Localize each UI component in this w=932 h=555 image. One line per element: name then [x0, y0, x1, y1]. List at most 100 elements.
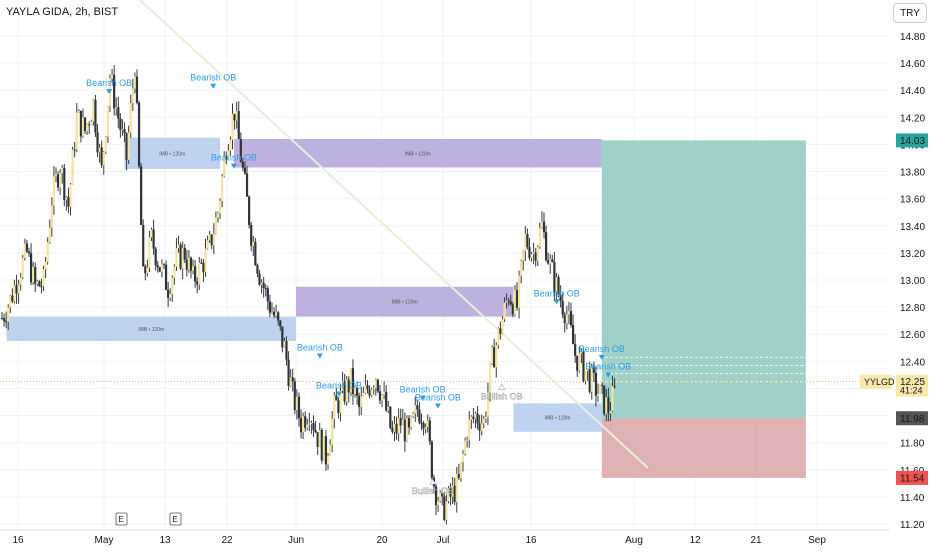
candle-body [520, 260, 523, 276]
candle-body [94, 100, 97, 133]
candle-body [451, 485, 454, 497]
candle-body [295, 396, 298, 411]
candle-body [613, 386, 616, 388]
time-axis-background [0, 530, 890, 550]
ob-marker-arrow [336, 391, 342, 397]
candle-body [358, 395, 361, 407]
countdown-label: 41:24 [900, 386, 923, 396]
zone-imb-blue [124, 137, 221, 169]
candle-body [596, 394, 600, 396]
candle-body [393, 423, 396, 432]
earnings-marker[interactable] [169, 512, 182, 526]
trend-line[interactable] [139, 0, 649, 469]
candle-body [102, 152, 105, 166]
imbalance-label: IMB • 120m [138, 327, 164, 333]
price-label-value: 14.03 [900, 136, 925, 147]
candle-body [337, 400, 340, 414]
candle-body [133, 76, 137, 89]
ob-annotation-label: Bearish OB [86, 78, 132, 88]
candle-body [370, 389, 373, 396]
candle-body [482, 418, 485, 424]
candle-body [73, 149, 76, 151]
candle-body [457, 473, 460, 479]
candle-body [601, 384, 604, 386]
candle-body [164, 264, 168, 290]
candle-body [312, 423, 315, 431]
time-tick-label: 16 [525, 535, 537, 546]
candle-body [254, 241, 257, 266]
candle-body [208, 234, 211, 241]
candle-body [426, 420, 429, 427]
candle-body [110, 74, 114, 79]
candle-body [86, 124, 89, 132]
candle-body [578, 353, 581, 371]
candle-body [366, 384, 369, 390]
candle-body [528, 247, 531, 259]
time-tick-label: 22 [221, 535, 233, 546]
candle-body [11, 295, 14, 302]
candle-body [526, 233, 529, 248]
ob-marker-arrow [316, 353, 323, 359]
currency-button[interactable]: TRY [893, 3, 927, 23]
ob-annotation-label: Bearish OB [534, 288, 580, 298]
candle-body [461, 453, 465, 463]
price-label-box [896, 374, 928, 397]
candle-body [430, 441, 433, 478]
candle-body [322, 436, 325, 461]
candle-body [191, 266, 195, 271]
symbol-tag: YYLGD [864, 377, 895, 387]
candle-body [121, 129, 124, 131]
candle-body [71, 149, 74, 185]
candle-body [204, 248, 207, 273]
time-tick-label: 21 [750, 535, 762, 546]
candle-body [152, 229, 155, 249]
candle-body [113, 74, 116, 109]
candle-body [210, 234, 213, 246]
candle-body [65, 197, 68, 200]
candle-body [466, 439, 469, 441]
candle-body [100, 147, 103, 166]
candle-body [517, 275, 521, 308]
candle-body [79, 110, 83, 137]
candle-body [252, 241, 255, 246]
candle-body [119, 118, 122, 131]
candle-body [256, 265, 259, 274]
candle-body [21, 257, 24, 278]
candle-body [459, 462, 463, 479]
candle-body [7, 307, 10, 322]
candle-body [245, 173, 249, 197]
candle-body [551, 259, 554, 262]
candle-body [511, 304, 514, 315]
candle-body [88, 124, 91, 126]
candle-body [314, 430, 317, 433]
imbalance-label: IMB • 120m [392, 300, 418, 306]
candle-body [106, 106, 110, 137]
candle-body [9, 295, 12, 308]
ob-annotation-label: Bearish OB [579, 344, 625, 354]
candle-body [146, 267, 149, 274]
candle-body [223, 156, 226, 177]
candle-body [356, 387, 359, 396]
candle-body [83, 117, 87, 132]
candle-body [248, 196, 251, 225]
candle-body [563, 314, 566, 324]
candle-body [135, 76, 139, 103]
candle-body [557, 277, 560, 295]
candle-body [509, 301, 512, 305]
candle-body [272, 311, 276, 316]
candle-body [173, 266, 176, 278]
candle-body [331, 418, 334, 445]
candle-body [144, 266, 147, 274]
candle-body [198, 262, 201, 285]
candle-body [468, 419, 471, 440]
candle-body [150, 229, 153, 238]
candle-body [34, 266, 37, 284]
earnings-marker[interactable] [115, 512, 128, 526]
candle-body [2, 318, 6, 322]
candle-body [609, 410, 612, 414]
candle-body [607, 397, 610, 414]
candle-body [189, 257, 193, 271]
candle-body [81, 117, 85, 137]
